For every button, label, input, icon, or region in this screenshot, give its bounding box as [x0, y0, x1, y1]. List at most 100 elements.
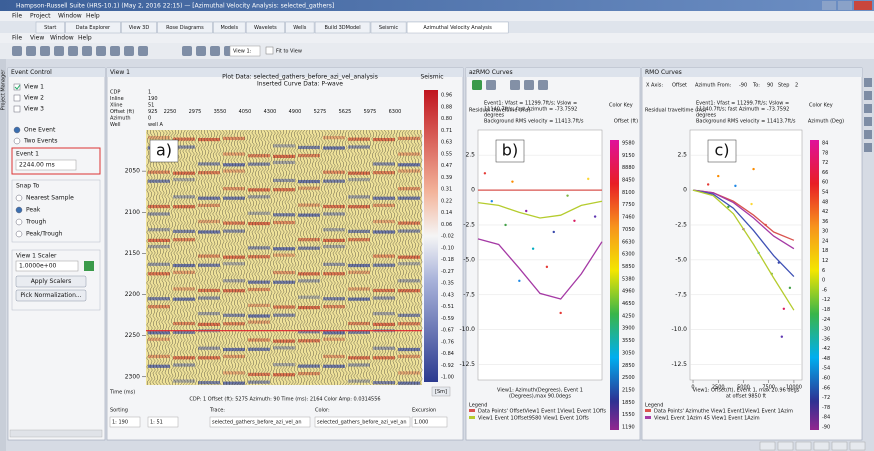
tab[interactable]: [245, 21, 285, 34]
x-tick-label: 7500: [762, 385, 775, 391]
toolbar-button[interactable]: [82, 46, 92, 56]
panel-title: Event Control: [11, 69, 52, 76]
maximize-button[interactable]: [838, 1, 852, 10]
side-tool[interactable]: [864, 91, 872, 100]
side-tool[interactable]: [864, 78, 872, 87]
control-label: Excursion: [412, 408, 436, 414]
seismic-trace: [353, 129, 357, 386]
tab[interactable]: [213, 21, 246, 34]
color-key-label: 66: [822, 170, 828, 176]
color-key-bar: [810, 140, 819, 430]
seismic-event: [248, 314, 270, 318]
data-point: [525, 209, 528, 213]
scaler-input[interactable]: [15, 260, 79, 272]
seismic-trace: [257, 129, 261, 386]
toolbar-button[interactable]: [40, 46, 50, 56]
color-key-label: 0: [822, 278, 825, 284]
info-line: 11140.7ft/s; fast Azimuth = -73.7592: [484, 107, 577, 113]
tab[interactable]: [65, 21, 121, 34]
checkbox[interactable]: [13, 83, 21, 91]
seismic-event: [323, 262, 345, 266]
toolbar-button[interactable]: [210, 46, 220, 56]
radio[interactable]: [15, 218, 23, 226]
seismic-trace: [146, 129, 150, 386]
control-input[interactable]: [109, 416, 141, 428]
chart-tool[interactable]: [538, 80, 548, 90]
status-button[interactable]: [813, 441, 830, 451]
chart-tool[interactable]: [524, 80, 534, 90]
status-button[interactable]: [759, 441, 776, 451]
toolbar-button[interactable]: [68, 46, 78, 56]
radio[interactable]: [15, 194, 23, 202]
seismic-event: [223, 289, 245, 293]
seismic-event: [398, 136, 420, 141]
chart-tool[interactable]: [486, 80, 496, 90]
tab[interactable]: [406, 21, 509, 34]
side-tool[interactable]: [864, 117, 872, 126]
tab[interactable]: [157, 21, 213, 34]
scrollbar[interactable]: [9, 429, 103, 438]
scaler-icon[interactable]: [84, 261, 94, 271]
tab[interactable]: [314, 21, 371, 34]
toolbar-button[interactable]: [182, 46, 192, 56]
seismic-trace: [233, 129, 237, 386]
toolbar-button[interactable]: [110, 46, 120, 56]
seismic-event: [198, 196, 220, 200]
minimize-button[interactable]: [822, 1, 836, 10]
status-button[interactable]: [849, 441, 866, 451]
seismic-trace: [374, 129, 378, 386]
seismic-event: [398, 279, 420, 283]
control-input[interactable]: [314, 416, 411, 428]
side-tool[interactable]: [864, 130, 872, 139]
status-button[interactable]: [795, 441, 812, 451]
seismic-trace: [347, 129, 351, 386]
checkbox[interactable]: [13, 94, 21, 102]
radio[interactable]: [15, 206, 23, 214]
control-input[interactable]: [411, 416, 448, 428]
side-tool[interactable]: [864, 143, 872, 152]
y-tick-label: -10.0: [671, 326, 687, 333]
side-tab[interactable]: [0, 59, 6, 451]
checkbox[interactable]: [13, 105, 21, 113]
radio-label: Peak/Trough: [26, 231, 63, 238]
status-button[interactable]: [831, 441, 848, 451]
tab[interactable]: [370, 21, 407, 34]
time-tick-label: 2300: [125, 373, 140, 380]
button[interactable]: [15, 275, 87, 288]
seismic-event: [298, 330, 320, 334]
fit-checkbox[interactable]: [265, 46, 274, 55]
unit-button[interactable]: [431, 386, 451, 397]
radio[interactable]: [15, 230, 23, 238]
control-input[interactable]: [209, 416, 311, 428]
colorbar: [424, 90, 438, 382]
chart-tool[interactable]: [510, 80, 520, 90]
toolbar-button[interactable]: [96, 46, 106, 56]
close-button[interactable]: [854, 1, 872, 10]
toolbar-button[interactable]: [138, 46, 148, 56]
button[interactable]: [15, 289, 87, 302]
tab[interactable]: [35, 21, 65, 34]
chart-tool[interactable]: [472, 80, 482, 90]
color-key-title: Color Key: [809, 103, 833, 109]
tab[interactable]: [285, 21, 315, 34]
radio[interactable]: [13, 126, 21, 134]
seismic-event: [248, 338, 270, 342]
toolbar-button[interactable]: [124, 46, 134, 56]
color-key-label: 3050: [622, 350, 635, 356]
seismic-event: [248, 154, 270, 158]
event-input[interactable]: [15, 159, 77, 171]
toolbar-button[interactable]: [26, 46, 36, 56]
colorbar-tick-label: 0.96: [441, 93, 452, 99]
side-tool[interactable]: [864, 104, 872, 113]
radio[interactable]: [13, 137, 21, 145]
status-button[interactable]: [777, 441, 794, 451]
toolbar-button[interactable]: [12, 46, 22, 56]
tab[interactable]: [121, 21, 157, 34]
y-tick-label: -12.5: [671, 361, 687, 368]
seismic-trace: [275, 129, 279, 386]
y-tick-label: -2.5: [463, 221, 475, 228]
toolbar-button[interactable]: [196, 46, 206, 56]
control-input[interactable]: [147, 416, 179, 428]
view-select[interactable]: [229, 45, 261, 57]
toolbar-button[interactable]: [54, 46, 64, 56]
